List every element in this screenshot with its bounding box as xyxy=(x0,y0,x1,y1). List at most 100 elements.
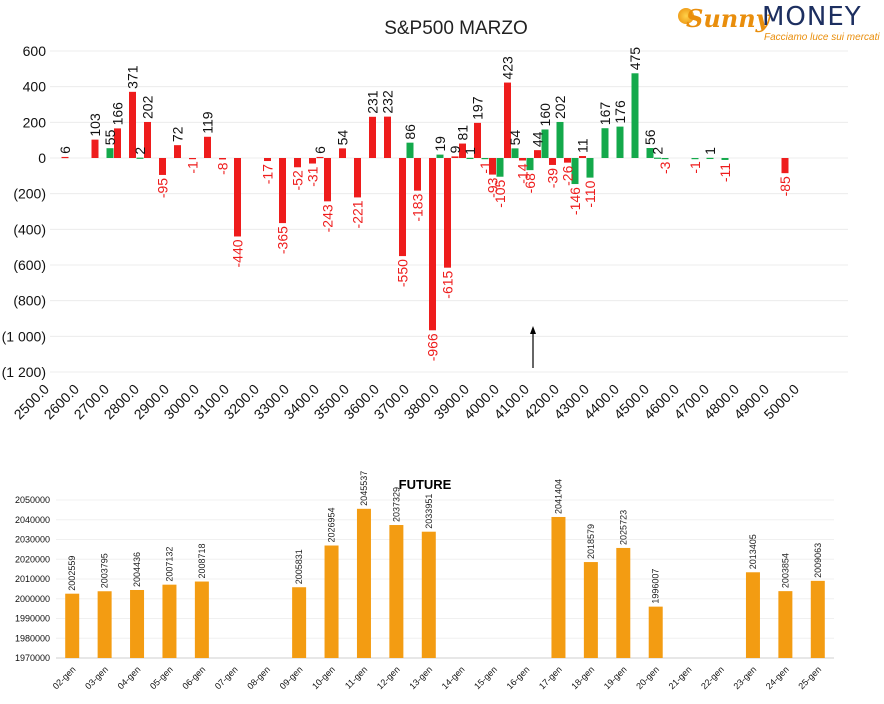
data-label: 231 xyxy=(365,90,381,114)
data-label: 6 xyxy=(57,146,73,154)
x-tick-label: 13-gen xyxy=(407,664,434,691)
y-tick-label: 2020000 xyxy=(15,554,50,564)
data-label: 44 xyxy=(530,131,546,147)
x-tick-label: 08-gen xyxy=(245,664,272,691)
future-bar-chart: FUTURE 1970000 1980000 1990000 2000000 20100… xyxy=(15,471,834,691)
x-tick-label: 23-gen xyxy=(731,664,758,691)
data-label: -1 xyxy=(687,161,703,174)
y-tick-label: (600) xyxy=(13,257,46,273)
x-tick-label: 20-gen xyxy=(634,664,661,691)
data-label: 2 xyxy=(132,147,148,155)
data-label: 1 xyxy=(702,147,718,155)
y-tick-label: 1980000 xyxy=(15,633,50,643)
x-tick-label: 06-gen xyxy=(180,664,207,691)
y-tick-label: 400 xyxy=(23,79,47,95)
bar xyxy=(474,122,481,158)
bar xyxy=(129,91,136,158)
data-label: 2002559 xyxy=(67,556,77,591)
bar xyxy=(234,158,241,237)
data-label: 167 xyxy=(597,102,613,126)
y-tick-label: (1 000) xyxy=(2,328,46,344)
bar xyxy=(810,580,825,658)
y-tick-label: 200 xyxy=(23,114,47,130)
bar xyxy=(616,126,624,158)
x-tick-label: 10-gen xyxy=(310,664,337,691)
bar xyxy=(130,589,145,658)
y-axis-ticks: 600 400 200 0 (200) (400) (600) (800) (1 000) (1 … xyxy=(2,43,47,380)
data-label: 2004436 xyxy=(132,552,142,587)
data-label: -14 xyxy=(515,163,531,183)
bar xyxy=(489,158,496,175)
data-label: -17 xyxy=(260,164,276,184)
bar xyxy=(481,158,489,160)
y-tick-label: 600 xyxy=(23,43,47,59)
data-label: 371 xyxy=(125,65,141,89)
x-tick-label: 16-gen xyxy=(505,664,532,691)
logo-word-sunny: Sunny xyxy=(686,4,770,33)
bar xyxy=(65,593,80,658)
bar xyxy=(429,158,436,331)
bar xyxy=(159,158,166,175)
data-label: 2007132 xyxy=(164,547,174,582)
strike-bar-chart: S&P500 MARZO 600 400 200 0 (200) (400) (600) (8… xyxy=(2,18,848,422)
bar xyxy=(654,157,661,159)
x-tick-label: 07-gen xyxy=(213,664,240,691)
bar xyxy=(194,581,209,658)
sun-icon xyxy=(678,8,694,24)
data-label: -1 xyxy=(185,161,201,174)
bar xyxy=(519,158,526,161)
sunny-money-logo: Sunny MONEY Facciamo luce sui mercati xyxy=(676,2,882,46)
x-tick-label: 04-gen xyxy=(116,664,143,691)
data-label: 103 xyxy=(87,113,103,137)
data-label: -1 xyxy=(477,161,493,174)
data-label: 2009063 xyxy=(813,543,823,578)
bar xyxy=(316,156,324,159)
data-label: 72 xyxy=(170,126,186,142)
bar xyxy=(526,158,534,171)
data-label: -3 xyxy=(657,161,673,174)
x-tick-label: 02-gen xyxy=(51,664,78,691)
y-tick-label: (400) xyxy=(13,221,46,237)
bar xyxy=(91,139,99,158)
bar xyxy=(459,143,466,158)
data-label: -26 xyxy=(560,165,576,185)
y-tick-label: 2000000 xyxy=(15,594,50,604)
data-label: 119 xyxy=(200,111,216,134)
bar xyxy=(339,148,346,158)
x-tick-label: 14-gen xyxy=(440,664,467,691)
data-label: 81 xyxy=(455,125,471,141)
data-label: 2005831 xyxy=(294,549,304,584)
bar xyxy=(324,545,339,658)
data-label: -615 xyxy=(440,270,456,298)
data-label: -183 xyxy=(410,193,426,221)
data-label: -11 xyxy=(717,163,733,182)
x-tick-label: 21-gen xyxy=(667,664,694,691)
x-tick-label: 22-gen xyxy=(699,664,726,691)
data-label: -146 xyxy=(567,187,583,215)
data-label: -110 xyxy=(582,180,598,207)
data-label: 2003854 xyxy=(780,553,790,588)
bar xyxy=(616,547,631,658)
y-tick-label: 2030000 xyxy=(15,535,50,545)
bar xyxy=(384,116,391,158)
data-label: -39 xyxy=(545,168,561,188)
bar xyxy=(324,158,331,202)
bar xyxy=(162,584,177,658)
data-label: 2041404 xyxy=(553,479,563,514)
y-tick-label: (200) xyxy=(13,186,46,202)
future-bars xyxy=(65,508,825,658)
data-label: 56 xyxy=(642,129,658,145)
data-label: 2033951 xyxy=(424,494,434,529)
x-tick-label: 09-gen xyxy=(278,664,305,691)
data-label: 232 xyxy=(380,90,396,114)
x-tick-label: 19-gen xyxy=(602,664,629,691)
future-title: FUTURE xyxy=(399,477,452,492)
data-label: 475 xyxy=(627,47,643,71)
bar xyxy=(399,158,406,257)
data-label: -68 xyxy=(522,173,538,193)
bar xyxy=(564,158,571,163)
x-tick-label: 05-gen xyxy=(148,664,175,691)
logo-tagline: Facciamo luce sui mercati xyxy=(764,32,880,43)
data-label: 166 xyxy=(110,102,126,126)
y-tick-label: 1970000 xyxy=(15,653,50,663)
